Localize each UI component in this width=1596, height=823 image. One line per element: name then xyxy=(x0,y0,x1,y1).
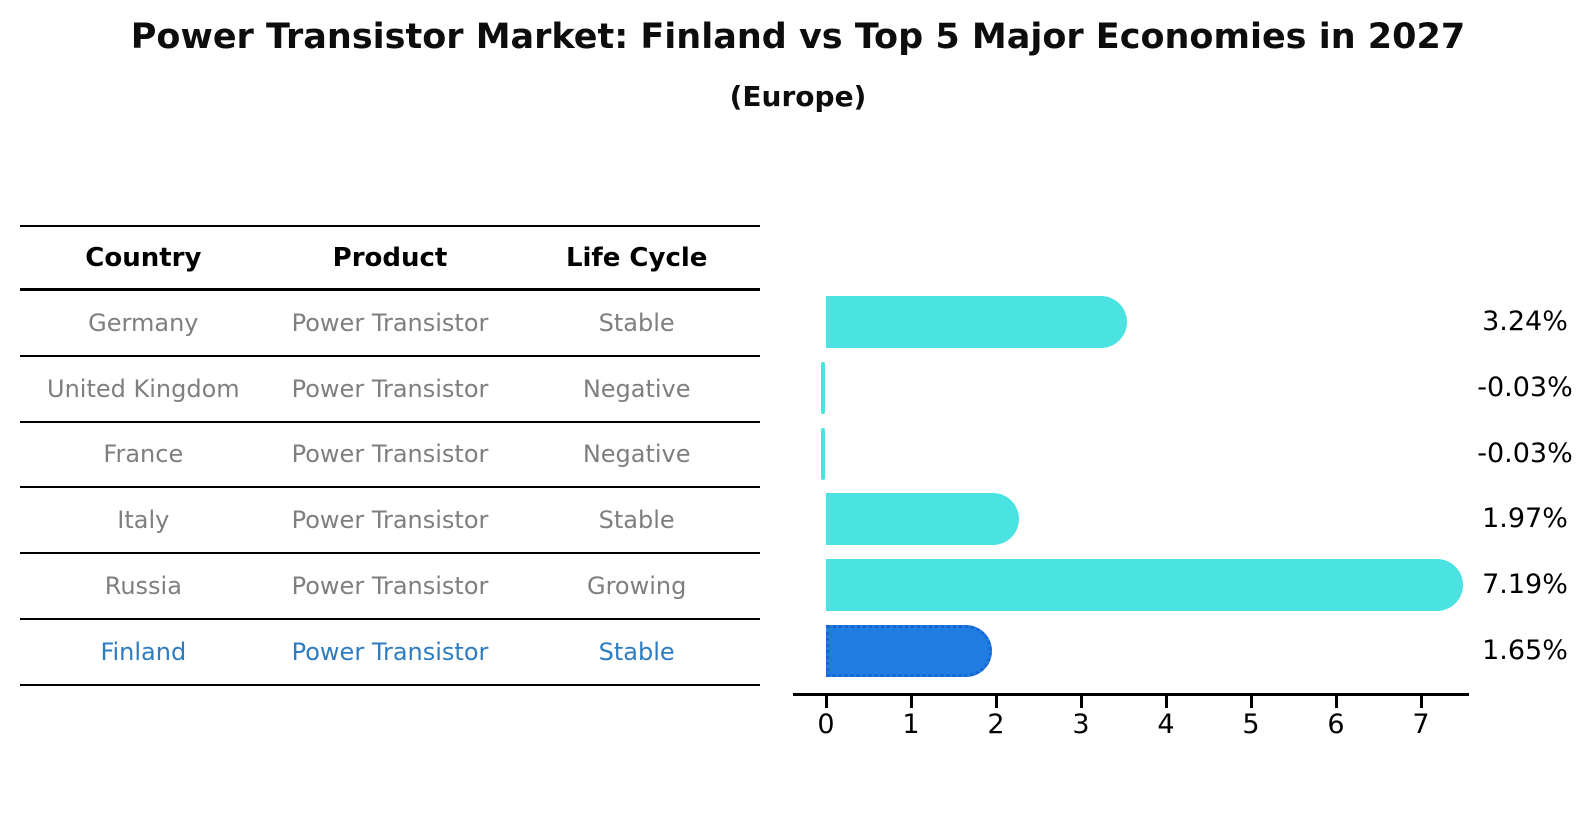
table-row-italy: Italy Power Transistor Stable xyxy=(20,488,760,555)
x-tick-label-6: 6 xyxy=(1327,709,1345,740)
x-tick-mark-1 xyxy=(909,694,913,708)
x-tick-mark-7 xyxy=(1419,694,1423,708)
cell-country: Italy xyxy=(117,506,170,535)
x-tick-label-4: 4 xyxy=(1157,709,1175,740)
x-axis-line xyxy=(793,693,1469,696)
table-row-russia: Russia Power Transistor Growing xyxy=(20,554,760,620)
table-row-finland: Finland Power Transistor Stable xyxy=(20,620,760,686)
chart-title: Power Transistor Market: Finland vs Top … xyxy=(130,17,1466,57)
cell-lifecycle: Stable xyxy=(598,308,675,337)
cell-country: United Kingdom xyxy=(47,374,240,403)
value-label-france: -0.03% xyxy=(1477,437,1573,469)
cell-country: Russia xyxy=(104,572,182,601)
x-tick-label-3: 3 xyxy=(1072,709,1090,740)
cell-lifecycle: Growing xyxy=(586,572,687,601)
bar-france xyxy=(821,427,825,480)
table-body: Germany Power Transistor Stable United K… xyxy=(20,291,760,686)
bar-united-kingdom xyxy=(821,361,825,414)
column-header-product: Product xyxy=(332,242,448,273)
x-tick-mark-3 xyxy=(1079,694,1083,708)
x-tick-mark-4 xyxy=(1164,694,1168,708)
table-header-row: Country Product Life Cycle xyxy=(20,227,760,291)
x-tick-label-5: 5 xyxy=(1242,709,1260,740)
cell-product: Power Transistor xyxy=(291,374,489,403)
cell-product: Power Transistor xyxy=(291,506,489,535)
x-tick-label-7: 7 xyxy=(1412,709,1430,740)
cell-lifecycle: Stable xyxy=(598,637,675,666)
x-tick-mark-6 xyxy=(1334,694,1338,708)
value-label-russia: 7.19% xyxy=(1482,569,1568,601)
chart-subtitle: (Europe) xyxy=(729,80,867,113)
bar-russia xyxy=(826,559,1464,612)
cell-lifecycle: Negative xyxy=(582,440,691,469)
table-row-france: France Power Transistor Negative xyxy=(20,423,760,489)
value-label-germany: 3.24% xyxy=(1482,306,1568,337)
x-tick-label-0: 0 xyxy=(817,709,835,740)
column-header-lifecycle: Life Cycle xyxy=(565,242,708,273)
cell-product: Power Transistor xyxy=(291,440,489,469)
cell-product: Power Transistor xyxy=(291,572,489,601)
cell-lifecycle: Negative xyxy=(582,374,691,403)
bar-germany xyxy=(826,296,1128,348)
value-label-finland: 1.65% xyxy=(1482,635,1568,666)
x-tick-mark-0 xyxy=(824,694,828,708)
column-header-country: Country xyxy=(85,242,202,273)
x-tick-label-2: 2 xyxy=(987,709,1005,740)
cell-product: Power Transistor xyxy=(291,637,489,666)
table-row-germany: Germany Power Transistor Stable xyxy=(20,291,760,357)
country-table: Country Product Life Cycle Germany Power… xyxy=(20,225,760,686)
x-tick-mark-5 xyxy=(1249,694,1253,708)
value-label-united-kingdom: -0.03% xyxy=(1477,371,1573,403)
value-label-italy: 1.97% xyxy=(1482,503,1568,535)
cell-country: France xyxy=(103,440,184,469)
table-row-united-kingdom: United Kingdom Power Transistor Negative xyxy=(20,357,760,423)
cell-product: Power Transistor xyxy=(291,308,489,337)
bar-italy xyxy=(826,493,1020,546)
bar-finland xyxy=(826,625,993,677)
x-tick-label-1: 1 xyxy=(902,709,920,740)
cell-country: Germany xyxy=(88,308,199,337)
cell-country: Finland xyxy=(100,637,187,666)
cell-lifecycle: Stable xyxy=(598,506,675,535)
x-tick-mark-2 xyxy=(994,694,998,708)
